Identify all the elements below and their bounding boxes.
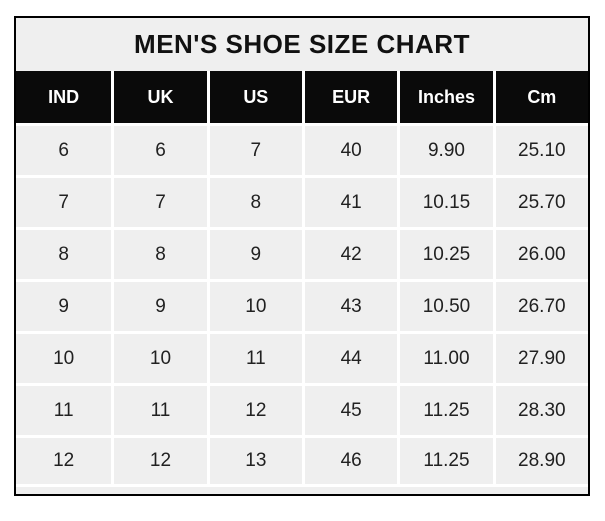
table-cell-inches: 11.00 [397, 331, 493, 383]
table-cell-eur: 46 [301, 435, 398, 487]
table-cell-us: 10 [206, 279, 302, 331]
table-cell-ind: 6 [16, 123, 112, 175]
table-cell-us: 13 [206, 435, 302, 487]
table-cell-uk: 7 [111, 175, 207, 227]
table-row: 12 12 13 46 11.25 28.90 [16, 435, 588, 487]
table-cell-uk: 11 [111, 383, 207, 435]
table-cell-uk: 6 [111, 123, 207, 175]
table-row: 11 11 12 45 11.25 28.30 [16, 383, 588, 435]
column-header-eur: EUR [301, 71, 398, 123]
table-cell-cm: 28.90 [492, 435, 588, 487]
table-cell-uk: 10 [111, 331, 207, 383]
table-cell-cm: 25.10 [492, 123, 588, 175]
table-cell-eur: 43 [301, 279, 398, 331]
table-cell-cm: 26.00 [492, 227, 588, 279]
table-cell-ind: 12 [16, 435, 112, 487]
table-row: 7 7 8 41 10.15 25.70 [16, 175, 588, 227]
table-cell-ind: 9 [16, 279, 112, 331]
table-cell-cm: 25.70 [492, 175, 588, 227]
table-cell-inches: 9.90 [397, 123, 493, 175]
table-cell-cm: 28.30 [492, 383, 588, 435]
table-cell-eur: 40 [301, 123, 398, 175]
table-row: 9 9 10 43 10.50 26.70 [16, 279, 588, 331]
table-row: 8 8 9 42 10.25 26.00 [16, 227, 588, 279]
table-cell-inches: 10.50 [397, 279, 493, 331]
column-header-us: US [206, 71, 302, 123]
table-cell-ind: 10 [16, 331, 112, 383]
table-cell-cm: 26.70 [492, 279, 588, 331]
column-header-ind: IND [16, 71, 112, 123]
column-header-cm: Cm [492, 71, 588, 123]
table-cell-ind: 7 [16, 175, 112, 227]
table-cell-ind: 11 [16, 383, 112, 435]
column-header-uk: UK [111, 71, 207, 123]
table-cell-ind: 8 [16, 227, 112, 279]
table-cell-uk: 8 [111, 227, 207, 279]
shoe-size-chart-card: MEN'S SHOE SIZE CHART IND UK US EUR Inches Cm… [14, 16, 590, 496]
table-cell-uk: 12 [111, 435, 207, 487]
table-cell-eur: 42 [301, 227, 398, 279]
table-cell-us: 11 [206, 331, 302, 383]
table-cell-eur: 45 [301, 383, 398, 435]
table-cell-eur: 41 [301, 175, 398, 227]
table-cell-inches: 10.25 [397, 227, 493, 279]
chart-title: MEN'S SHOE SIZE CHART [16, 18, 588, 71]
table-cell-inches: 10.15 [397, 175, 493, 227]
table-cell-us: 12 [206, 383, 302, 435]
table-cell-us: 7 [206, 123, 302, 175]
table-cell-inches: 11.25 [397, 435, 493, 487]
table-cell-us: 8 [206, 175, 302, 227]
size-table: IND UK US EUR Inches Cm 6 6 7 40 9.90 25.10 7 7 8 41 10… [16, 71, 588, 487]
column-header-inches: Inches [397, 71, 493, 123]
size-table-body: 6 6 7 40 9.90 25.10 7 7 8 41 10.15 25.70 8 8 9 42 10.25 2… [16, 123, 588, 487]
table-cell-inches: 11.25 [397, 383, 493, 435]
table-cell-cm: 27.90 [492, 331, 588, 383]
table-row: 10 10 11 44 11.00 27.90 [16, 331, 588, 383]
size-table-header: IND UK US EUR Inches Cm [16, 71, 588, 123]
table-row: 6 6 7 40 9.90 25.10 [16, 123, 588, 175]
table-cell-us: 9 [206, 227, 302, 279]
table-cell-eur: 44 [301, 331, 398, 383]
table-cell-uk: 9 [111, 279, 207, 331]
header-row: IND UK US EUR Inches Cm [16, 71, 588, 123]
